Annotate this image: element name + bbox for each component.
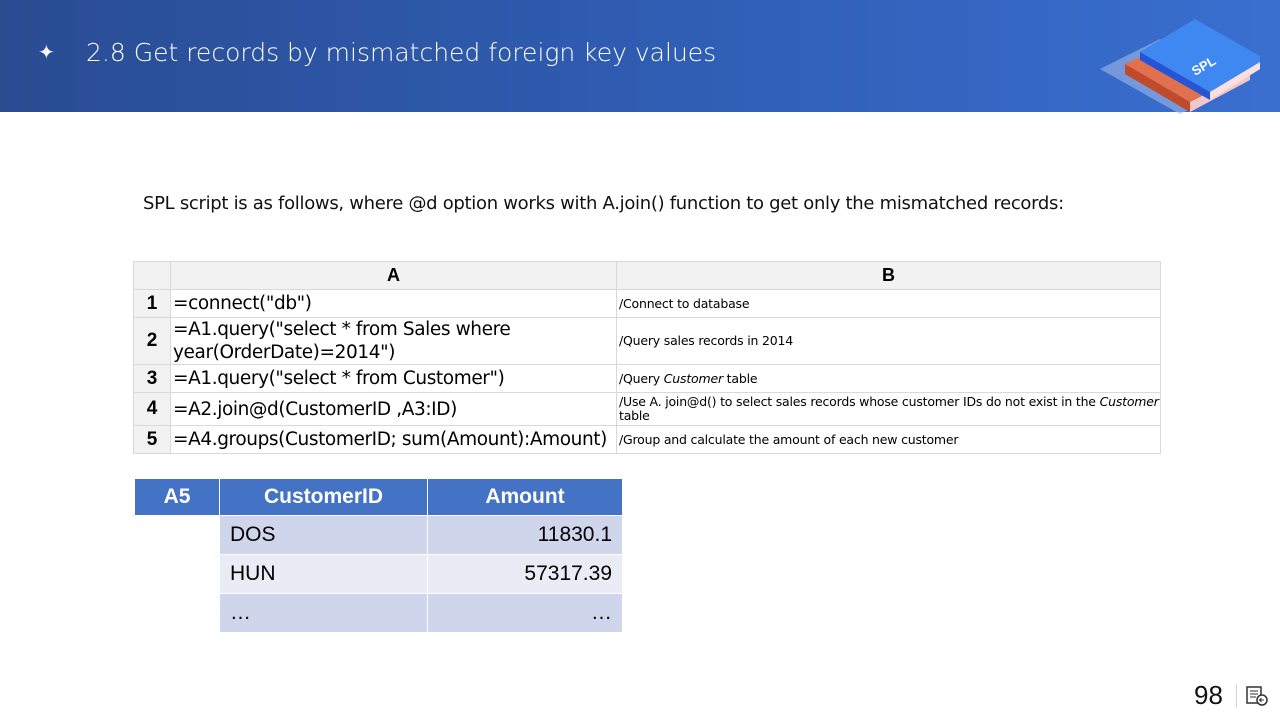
cell-b4[interactable]: /Use A. join@d() to select sales records… [616,392,1161,426]
header-amount: Amount [427,478,623,516]
row-number: 5 [133,425,171,454]
cell-b3[interactable]: /Query Customer table [616,364,1161,393]
column-header-b: B [616,261,1161,290]
comment-text: table [722,370,758,386]
grid-row: 1 =connect("db") /Connect to database [133,289,1161,318]
row-number: 3 [133,364,171,393]
result-header-row: A5 CustomerID Amount [134,478,623,516]
page-number: 98 [1194,680,1223,710]
comment-text: /Query [619,370,664,386]
column-header-a: A [170,261,617,290]
row-number: 1 [133,289,171,318]
cell-b2[interactable]: /Query sales records in 2014 [616,317,1161,365]
header-a5: A5 [134,478,220,516]
amount-cell: 57317.39 [427,554,623,594]
notes-icon[interactable] [1246,686,1268,706]
slide-header: ✦ 2.8 Get records by mismatched foreign … [0,0,1280,114]
spl-cookbook-logo: SPL [1100,19,1260,114]
empty-cell [134,554,220,594]
cell-b5[interactable]: /Group and calculate the amount of each … [616,425,1161,454]
result-table: A5 CustomerID Amount DOS 11830.1 HUN 573… [134,478,623,633]
table-row: HUN 57317.39 [134,554,623,594]
sparkle-icon: ✦ [38,42,55,64]
comment-text: /Use A. join@d() to select sales records… [619,394,1100,409]
cell-a2[interactable]: =A1.query("select * from Sales where yea… [170,317,617,365]
slide-title: 2.8 Get records by mismatched foreign ke… [86,38,717,67]
grid-row: 3 =A1.query("select * from Customer") /Q… [133,364,1161,393]
amount-cell: … [427,593,623,633]
description-text: SPL script is as follows, where @d optio… [143,193,1064,214]
empty-cell [134,515,220,555]
corner-cell [133,261,171,290]
comment-text: table [619,408,650,423]
grid-row: 4 =A2.join@d(CustomerID ,A3:ID) /Use A. … [133,392,1161,426]
cell-a3[interactable]: =A1.query("select * from Customer") [170,364,617,393]
customer-id-cell: HUN [219,554,428,594]
cell-a5[interactable]: =A4.groups(CustomerID; sum(Amount):Amoun… [170,425,617,454]
cell-a4[interactable]: =A2.join@d(CustomerID ,A3:ID) [170,392,617,426]
table-row: DOS 11830.1 [134,515,623,555]
row-number: 4 [133,392,171,426]
amount-cell: 11830.1 [427,515,623,555]
cell-b1[interactable]: /Connect to database [616,289,1161,318]
comment-italic: Customer [663,370,723,386]
cell-a1[interactable]: =connect("db") [170,289,617,318]
customer-id-cell: DOS [219,515,428,555]
footer-divider [1236,684,1237,708]
spl-script-grid: A B 1 =connect("db") /Connect to databas… [133,261,1161,454]
header-customerid: CustomerID [219,478,428,516]
grid-row: 5 =A4.groups(CustomerID; sum(Amount):Amo… [133,425,1161,454]
table-row: … … [134,593,623,633]
customer-id-cell: … [219,593,428,633]
grid-header-row: A B [133,261,1161,290]
comment-italic: Customer [1099,394,1159,409]
row-number: 2 [133,317,171,365]
empty-cell [134,593,220,633]
grid-row: 2 =A1.query("select * from Sales where y… [133,317,1161,365]
